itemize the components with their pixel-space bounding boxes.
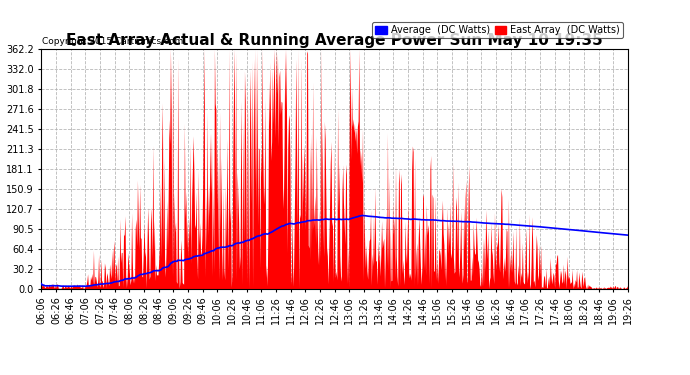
- Text: Copyright 2015 Cartronics.com: Copyright 2015 Cartronics.com: [42, 38, 184, 46]
- Title: East Array Actual & Running Average Power Sun May 10 19:35: East Array Actual & Running Average Powe…: [66, 33, 603, 48]
- Legend: Average  (DC Watts), East Array  (DC Watts): Average (DC Watts), East Array (DC Watts…: [373, 22, 623, 38]
